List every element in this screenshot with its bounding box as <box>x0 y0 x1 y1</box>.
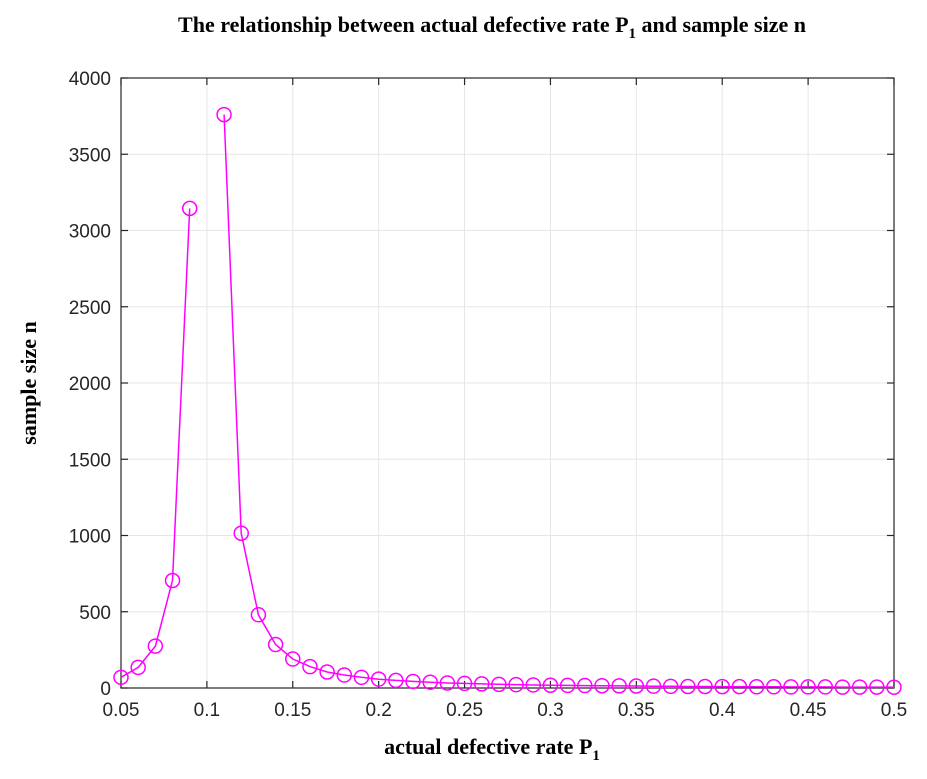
data-point <box>628 678 645 694</box>
data-point <box>869 679 885 695</box>
data-point <box>319 664 335 680</box>
data-point <box>680 678 696 695</box>
x-axis-label-subscript: 1 <box>592 748 600 764</box>
x-tick-label: 0.2 <box>365 700 391 721</box>
data-point <box>886 679 902 695</box>
chart-title-tail: and sample size n <box>636 12 806 37</box>
y-tick-label: 3000 <box>69 222 111 243</box>
data-point <box>439 675 456 691</box>
y-tick-label: 2500 <box>69 298 111 319</box>
data-point <box>611 678 627 694</box>
x-tick-label: 0.5 <box>881 700 907 721</box>
x-tick-label: 0.15 <box>274 700 311 721</box>
data-point <box>542 677 559 694</box>
data-point <box>233 525 249 541</box>
data-series <box>113 106 902 695</box>
data-point <box>113 669 129 686</box>
data-point <box>164 572 181 589</box>
y-axis-label: sample size n <box>16 321 41 444</box>
y-tick-label: 1500 <box>69 450 111 471</box>
data-point <box>731 678 748 695</box>
data-point <box>473 676 490 692</box>
data-point <box>594 677 610 694</box>
data-point <box>353 669 370 686</box>
data-point <box>577 677 593 694</box>
data-point <box>388 672 404 689</box>
data-point <box>748 679 765 695</box>
data-point <box>697 678 713 695</box>
data-point <box>267 636 284 653</box>
x-tick-label: 0.1 <box>194 700 220 721</box>
y-tick-label: 4000 <box>69 69 111 90</box>
data-point <box>714 678 730 695</box>
y-tick-label: 0 <box>100 679 111 700</box>
data-point <box>250 607 267 623</box>
data-point <box>456 675 473 692</box>
data-point <box>662 678 679 695</box>
data-point <box>491 676 507 693</box>
data-point <box>559 677 576 694</box>
data-point <box>302 658 318 675</box>
y-tick-label: 3500 <box>69 145 111 166</box>
data-point <box>766 679 782 695</box>
x-tick-label: 0.25 <box>446 700 483 721</box>
data-point <box>851 679 868 695</box>
series-line <box>223 114 895 688</box>
x-tick-label: 0.4 <box>709 700 736 721</box>
data-point <box>370 671 387 687</box>
y-tick-label: 1000 <box>69 527 111 548</box>
data-point <box>147 638 164 654</box>
chart-title-main: The relationship between actual defectiv… <box>178 12 629 37</box>
chart-title-subscript: 1 <box>629 26 637 42</box>
grid <box>121 78 894 688</box>
data-point <box>130 659 146 676</box>
y-tick-label: 500 <box>79 603 111 624</box>
data-point <box>216 106 232 123</box>
data-point <box>181 200 198 217</box>
data-point <box>645 678 662 694</box>
data-point <box>405 673 421 690</box>
data-point <box>525 677 542 693</box>
ticks: 0.05 0.1 0.15 0.2 0.25 0.3 0.35 0.4 0.45 0.5 0 500 1… <box>69 69 907 721</box>
data-point <box>834 679 851 695</box>
data-point <box>336 667 353 683</box>
data-point <box>783 679 799 695</box>
x-axis-label: actual defective rate P1 <box>384 734 600 764</box>
data-point <box>817 679 834 695</box>
x-tick-label: 0.05 <box>103 700 140 721</box>
x-tick-label: 0.35 <box>618 700 655 721</box>
x-axis-label-main: actual defective rate P <box>384 734 592 759</box>
data-point <box>285 651 301 667</box>
data-point <box>800 679 816 695</box>
y-tick-label: 2000 <box>69 374 111 395</box>
data-point <box>508 676 524 693</box>
x-tick-label: 0.3 <box>537 700 563 721</box>
series-line <box>120 208 191 678</box>
chart-title: The relationship between actual defectiv… <box>178 12 806 42</box>
x-tick-label: 0.45 <box>790 700 827 721</box>
data-point <box>422 674 438 690</box>
